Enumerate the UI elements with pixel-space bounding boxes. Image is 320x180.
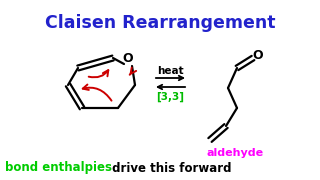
Text: O: O bbox=[253, 48, 263, 62]
Text: [3,3]: [3,3] bbox=[156, 92, 185, 102]
Text: drive this forward: drive this forward bbox=[108, 161, 231, 174]
Text: O: O bbox=[123, 51, 133, 64]
Text: aldehyde: aldehyde bbox=[206, 148, 264, 158]
Text: heat: heat bbox=[157, 66, 184, 76]
Text: bond enthalpies: bond enthalpies bbox=[5, 161, 112, 174]
Text: Claisen Rearrangement: Claisen Rearrangement bbox=[45, 14, 275, 32]
